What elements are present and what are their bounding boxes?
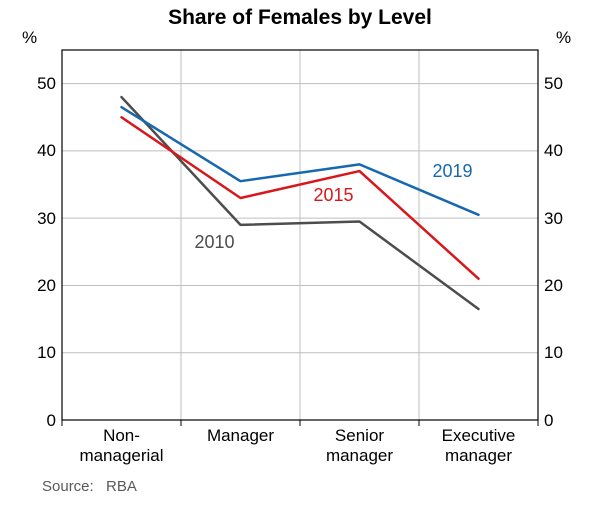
series-label: 2010 bbox=[194, 232, 234, 253]
y-tick-label-left: 20 bbox=[37, 276, 56, 296]
y-tick-label-right: 30 bbox=[544, 209, 563, 229]
y-tick-label-right: 40 bbox=[544, 141, 563, 161]
chart-source-value: RBA bbox=[106, 478, 137, 495]
x-category-label: Executive manager bbox=[421, 426, 536, 465]
y-tick-label-right: 50 bbox=[544, 74, 563, 94]
x-category-label: Non- managerial bbox=[64, 426, 179, 465]
y-tick-label-right: 10 bbox=[544, 343, 563, 363]
x-category-label: Senior manager bbox=[302, 426, 417, 465]
y-tick-label-left: 10 bbox=[37, 343, 56, 363]
y-tick-label-left: 50 bbox=[37, 74, 56, 94]
y-tick-label-left: 30 bbox=[37, 209, 56, 229]
series-label: 2015 bbox=[313, 185, 353, 206]
chart-source-label: Source: bbox=[42, 478, 94, 495]
y-tick-label-left: 0 bbox=[47, 411, 56, 431]
y-tick-label-right: 0 bbox=[544, 411, 553, 431]
series-label: 2019 bbox=[432, 161, 472, 182]
y-tick-label-right: 20 bbox=[544, 276, 563, 296]
x-category-label: Manager bbox=[183, 426, 298, 446]
y-tick-label-left: 40 bbox=[37, 141, 56, 161]
